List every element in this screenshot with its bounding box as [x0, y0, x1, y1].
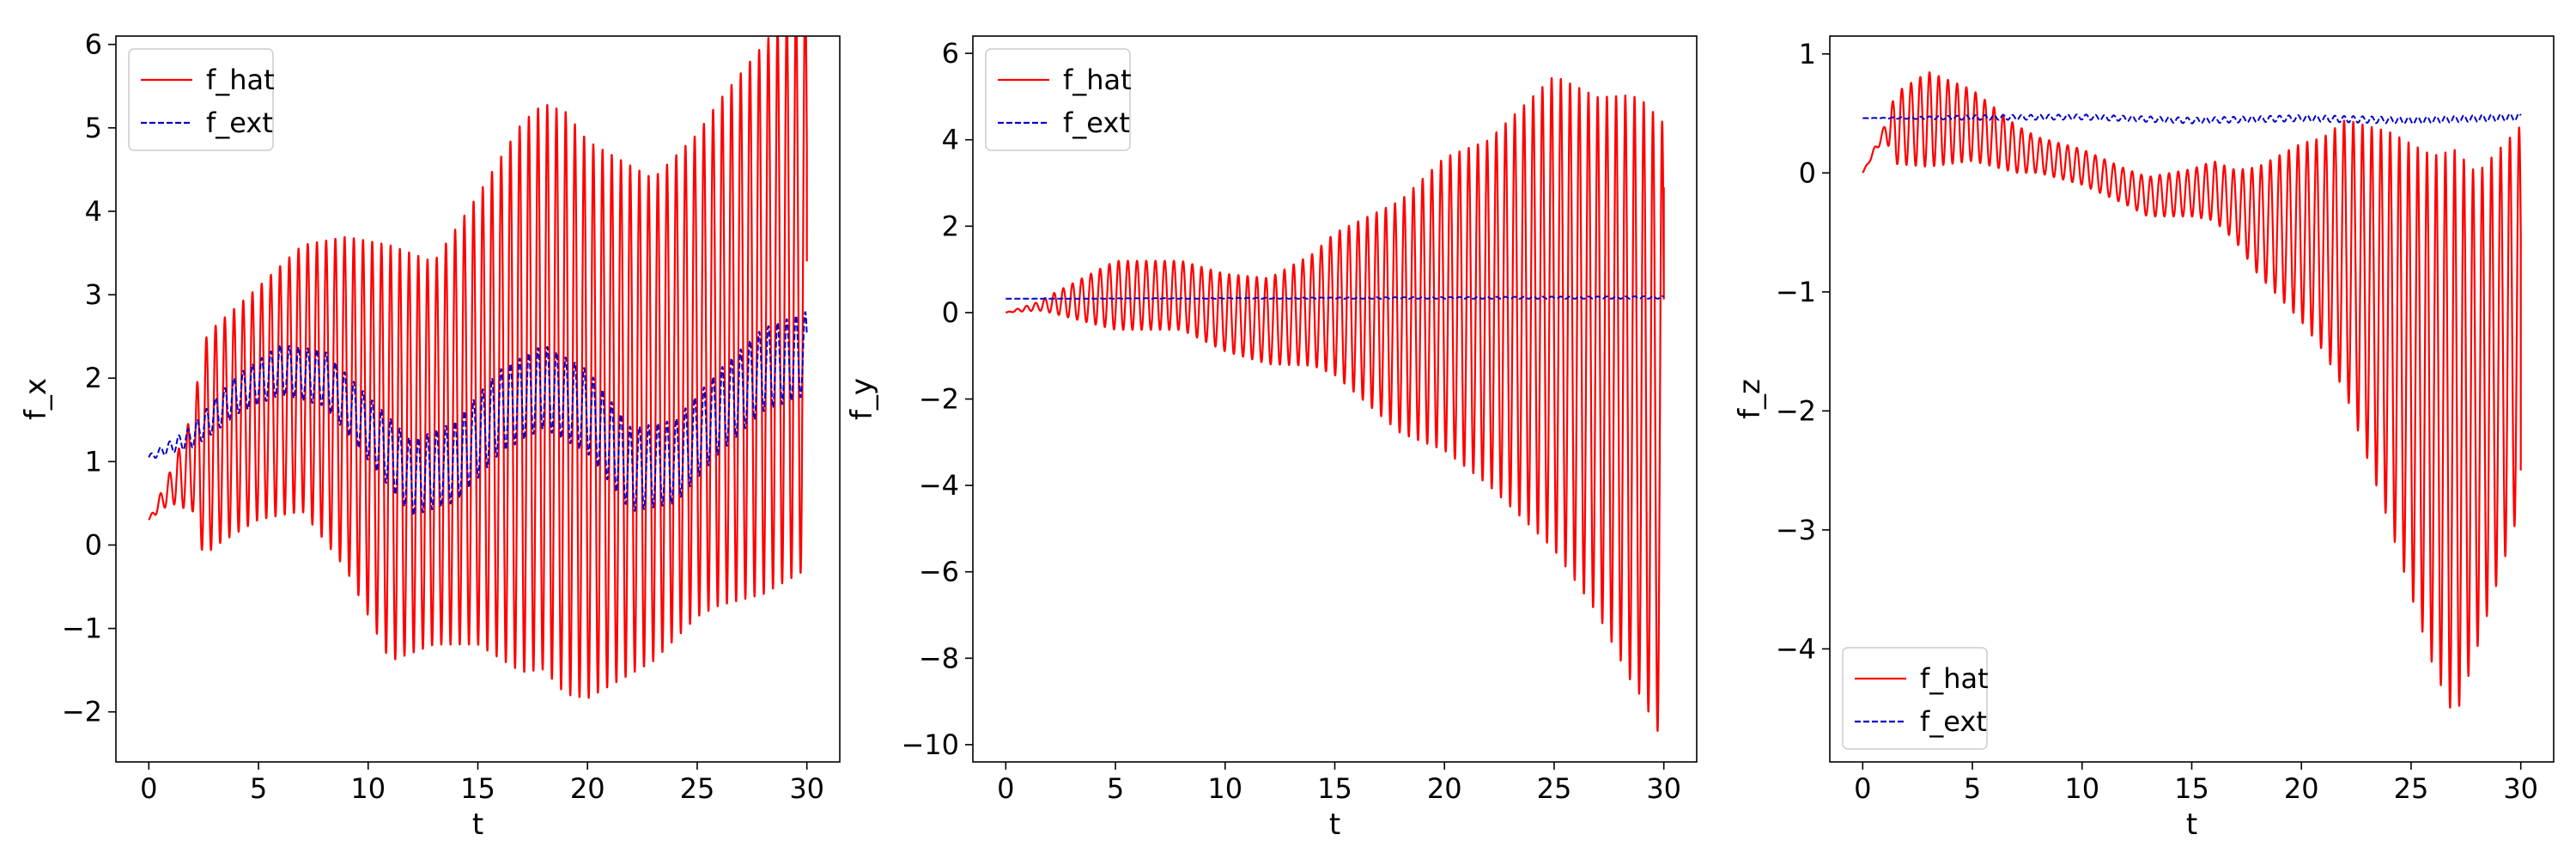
y-tick-label: 0: [1799, 156, 1816, 189]
x-tick-label: 30: [2503, 772, 2538, 805]
chart-3: 0 5 10 15 20 25 30 −4 −3 −2 −1 0 1 t f_z f_hat f_ext: [1733, 35, 2555, 842]
y-tick-label: −6: [919, 556, 959, 588]
legend-label-f-ext: f_ext: [1063, 107, 1130, 139]
x-tick-label: 20: [1427, 772, 1462, 805]
y-tick-label: −4: [1776, 632, 1816, 665]
legend: f_hat f_ext: [128, 48, 275, 151]
legend-label-f-hat: f_hat: [1920, 662, 1989, 695]
legend-box: [985, 48, 1131, 151]
y-tick-label: −3: [1776, 514, 1816, 546]
y-tick-label: 6: [85, 28, 102, 61]
y-tick-label: −8: [919, 642, 959, 674]
plot-area: [1005, 76, 1665, 732]
x-tick-label: 20: [570, 772, 605, 805]
series-line-f-ext: [1862, 113, 2522, 125]
y-axis-label: f_x: [19, 378, 53, 420]
x-tick-label: 15: [2174, 772, 2209, 805]
x-tick-label: 0: [1854, 772, 1871, 805]
y-tick-label: 3: [85, 278, 102, 311]
y-tick-label: 1: [1799, 38, 1816, 70]
y-tick-label: −1: [62, 612, 102, 645]
y-tick-label: 6: [942, 37, 959, 70]
x-tick-label: 10: [2064, 772, 2099, 805]
y-tick-label: 5: [85, 112, 102, 144]
plot-area: [148, 36, 808, 699]
x-tick-label: 15: [460, 772, 495, 805]
legend: f_hat f_ext: [985, 48, 1132, 151]
x-axis-label: t: [472, 807, 483, 842]
y-tick-label: 4: [85, 195, 102, 228]
x-tick-label: 15: [1317, 772, 1352, 805]
x-tick-label: 25: [1537, 772, 1572, 805]
series-line-f-hat: [148, 36, 808, 699]
x-tick-label: 30: [1646, 772, 1681, 805]
x-tick-label: 5: [1964, 772, 1981, 805]
x-tick-label: 10: [350, 772, 386, 805]
y-tick-label: 4: [942, 124, 959, 156]
series-line-f-ext: [1005, 295, 1665, 300]
y-tick-label: −2: [1776, 394, 1816, 427]
y-tick-label: −10: [901, 728, 959, 761]
y-tick-label: 0: [85, 528, 102, 561]
y-tick-label: 2: [85, 362, 102, 394]
legend-label-f-ext: f_ext: [1920, 705, 1987, 738]
x-axis-label: t: [1329, 807, 1340, 842]
chart-2: 0 5 10 15 20 25 30 −10 −8 −6 −4 −2 0 2 4 6 t f_y f_hat f_ex…: [845, 35, 1698, 842]
chart-1: 0 5 10 15 20 25 30 −2 −1 0 1 2 3 4 5 6 t f_x f_hat f_ext: [19, 28, 841, 842]
legend-box: [1842, 647, 1988, 750]
x-tick-label: 30: [789, 772, 824, 805]
y-tick-label: −2: [62, 696, 102, 728]
x-tick-label: 20: [2284, 772, 2319, 805]
y-tick-label: −4: [919, 469, 959, 502]
plot-area: [1862, 71, 2522, 709]
legend-box: [128, 48, 274, 151]
x-tick-label: 25: [2394, 772, 2429, 805]
y-tick-label: 1: [85, 445, 102, 478]
y-tick-label: −2: [919, 383, 959, 416]
legend-label-f-hat: f_hat: [1063, 64, 1132, 96]
legend: f_hat f_ext: [1842, 647, 1989, 750]
x-tick-label: 5: [250, 772, 267, 805]
legend-label-f-ext: f_ext: [206, 107, 273, 139]
y-tick-label: 2: [942, 210, 959, 242]
series-line-f-ext: [148, 311, 808, 516]
y-tick-label: 0: [942, 296, 959, 329]
x-tick-label: 10: [1207, 772, 1242, 805]
legend-label-f-hat: f_hat: [206, 64, 275, 96]
y-axis-label: f_y: [845, 378, 879, 420]
y-tick-label: −1: [1776, 276, 1816, 308]
series-line-f-hat: [1005, 76, 1665, 732]
y-axis-label: f_z: [1733, 379, 1767, 419]
x-tick-label: 25: [680, 772, 715, 805]
series-line-f-hat: [1862, 71, 2522, 709]
x-tick-label: 0: [140, 772, 157, 805]
x-tick-label: 5: [1107, 772, 1124, 805]
x-axis-label: t: [2186, 807, 2197, 842]
x-tick-label: 0: [997, 772, 1014, 805]
